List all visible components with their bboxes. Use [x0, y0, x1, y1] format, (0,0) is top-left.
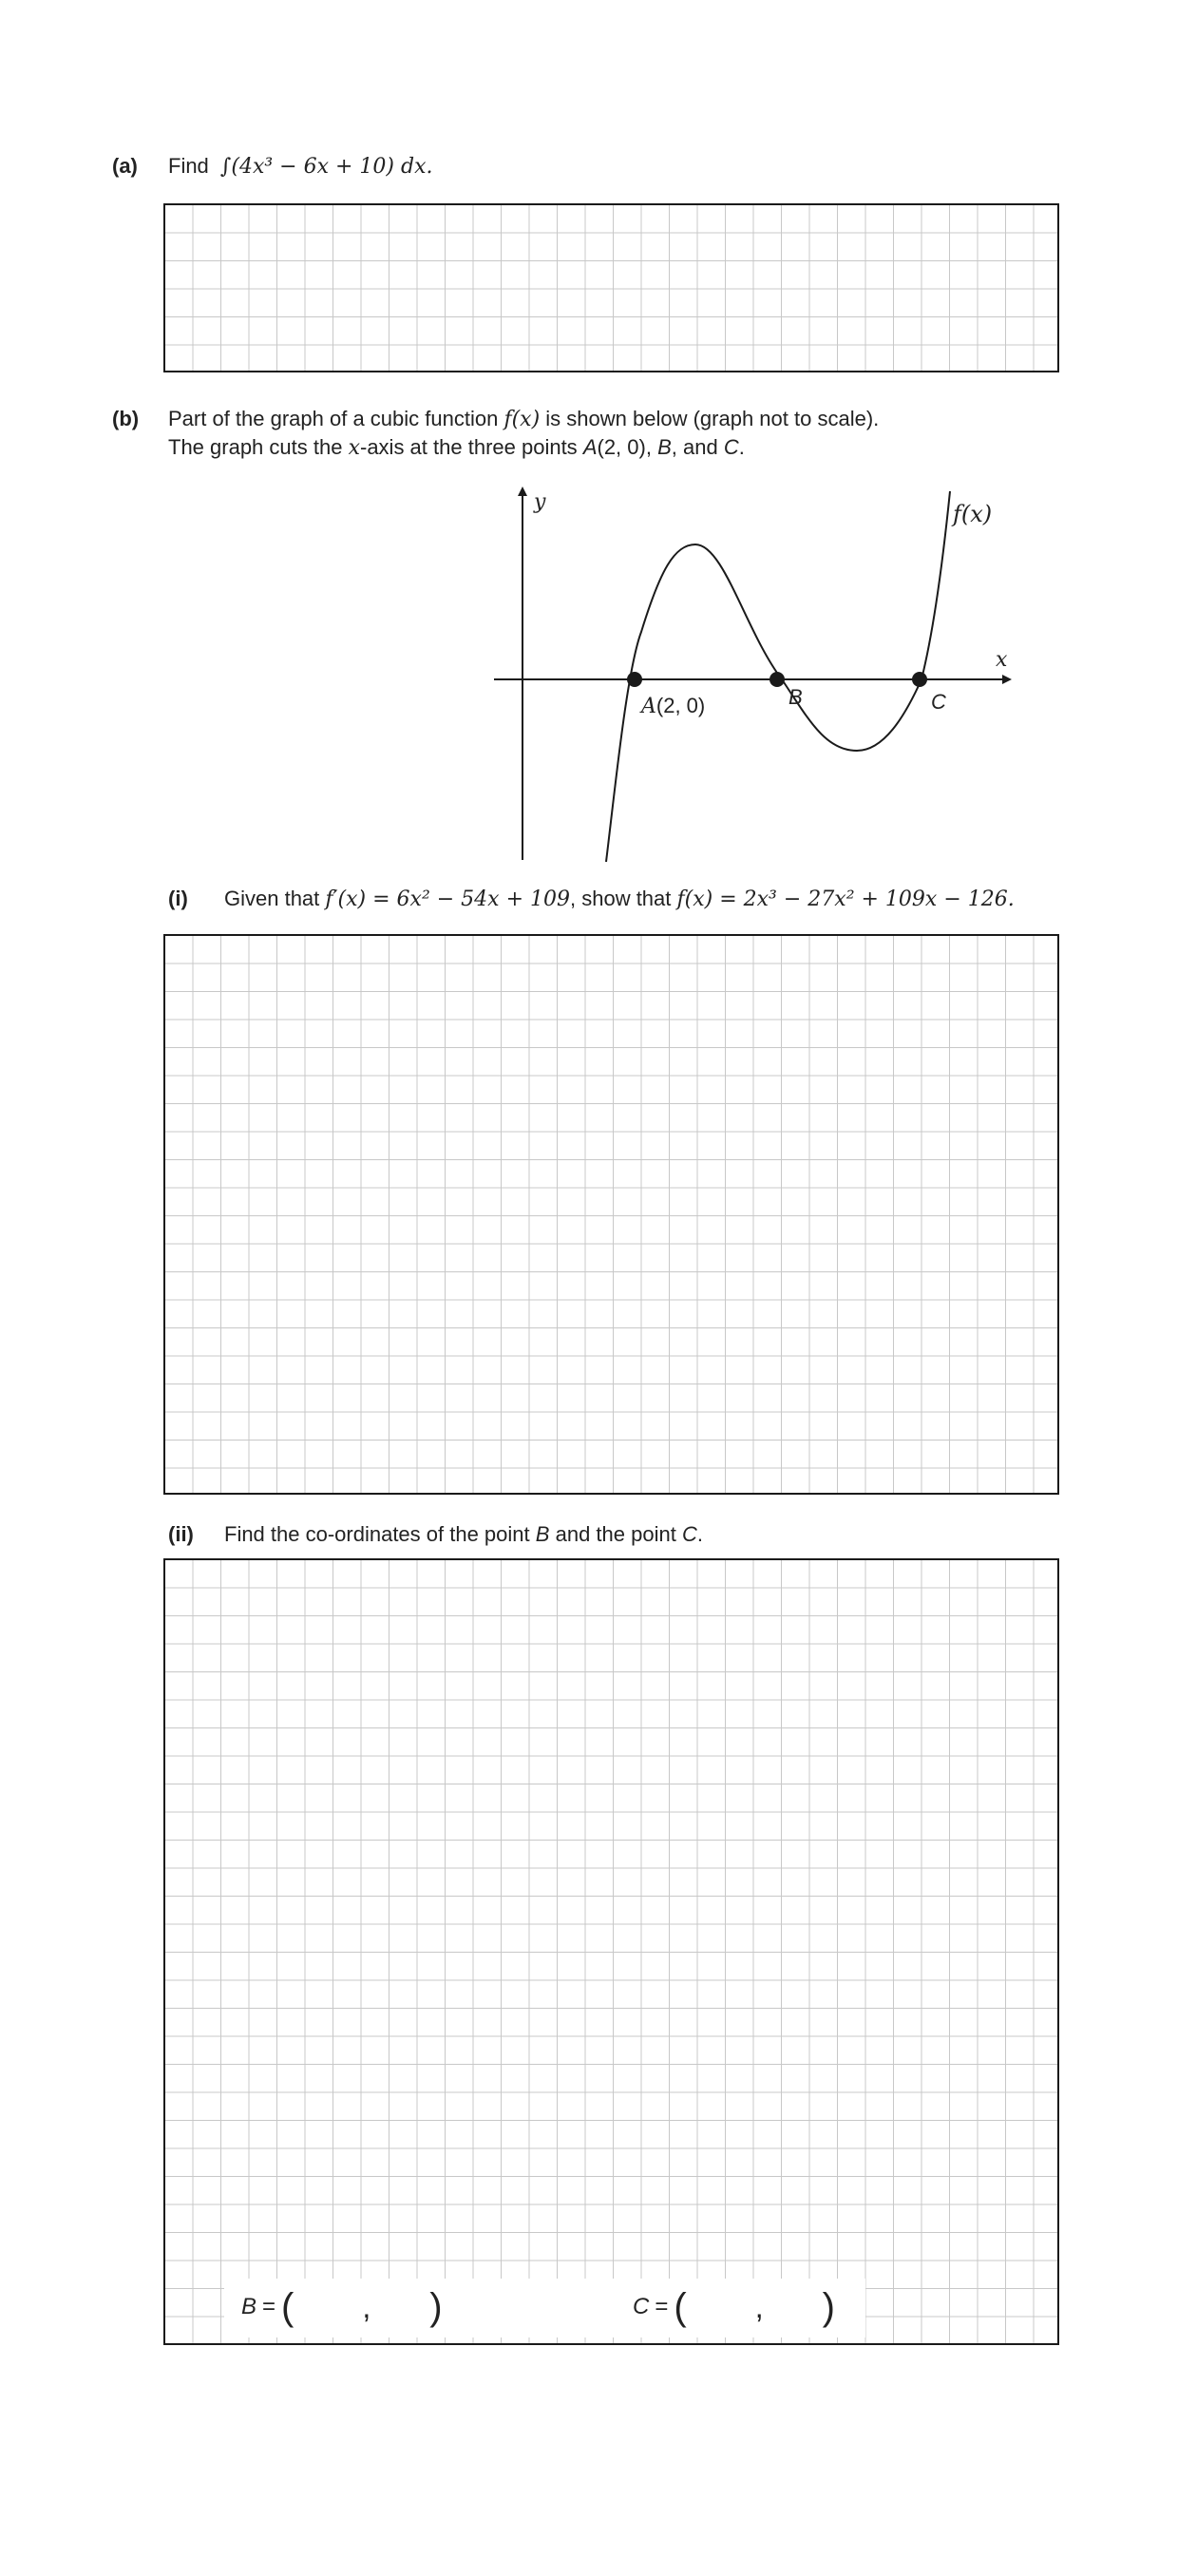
part-ii-b: B: [535, 1522, 550, 1546]
answer-box-a[interactable]: [163, 203, 1059, 372]
part-ii-text-b: and the point: [555, 1522, 676, 1546]
part-ii-question: Find the co-ordinates of the point B and…: [224, 1522, 703, 1547]
part-i-text-a: Given that: [224, 887, 320, 910]
part-b-point-a-coords: (2, 0),: [597, 435, 652, 459]
part-b-end: .: [738, 435, 745, 459]
part-i-question: Given that f′(x) = 6x² − 54x + 109, show…: [224, 887, 1015, 911]
answer-box-i[interactable]: [163, 934, 1059, 1495]
answer-c-comma: ,: [754, 2289, 764, 2324]
answer-c-equals: =: [655, 2294, 669, 2319]
answer-b-open-paren: (: [281, 2285, 294, 2328]
point-a-coords: (2, 0): [656, 694, 705, 717]
part-i-label: (i): [168, 887, 188, 910]
part-b-line1-b: is shown below (graph not to scale).: [545, 407, 880, 430]
answer-b-equals: =: [262, 2294, 276, 2319]
part-ii-c: C: [681, 1522, 697, 1546]
final-answer-strip: [224, 2279, 865, 2337]
answer-c-label: C: [633, 2294, 650, 2319]
part-b-line2: The graph cuts the x-axis at the three p…: [168, 435, 745, 460]
part-ii-text-a: Find the co-ordinates of the point: [224, 1522, 530, 1546]
x-axis-label: x: [996, 648, 1008, 672]
answer-b-x-field[interactable]: [299, 2288, 356, 2326]
answer-b-y-field[interactable]: [376, 2288, 424, 2326]
part-b-point-b: B: [657, 435, 672, 459]
part-a-question: Find ∫(4x³ − 6x + 10) dx.: [168, 154, 433, 179]
point-c-label: C: [931, 690, 946, 714]
point-a-dot: [627, 672, 642, 687]
point-c-dot: [912, 672, 927, 687]
part-b-line1-a: Part of the graph of a cubic function: [168, 407, 499, 430]
part-b-and: , and: [671, 435, 718, 459]
cubic-graph: y x f(x) A(2, 0) B C: [494, 487, 1012, 863]
y-axis-label: y: [533, 490, 546, 514]
answer-b: B = ( , ): [241, 2280, 443, 2334]
part-i-derivative: f′(x) = 6x² − 54x + 109: [325, 887, 570, 911]
answer-b-label: B: [241, 2294, 257, 2319]
part-i-function: f(x) = 2x³ − 27x² + 109x − 126.: [676, 887, 1015, 911]
answer-c-open-paren: (: [674, 2285, 687, 2328]
answer-c-y-field[interactable]: [770, 2288, 817, 2326]
answer-c: C = ( , ): [633, 2280, 835, 2334]
answer-b-comma: ,: [362, 2289, 371, 2324]
part-ii-label: (ii): [168, 1522, 194, 1546]
answer-c-x-field[interactable]: [693, 2288, 750, 2326]
part-b-line2-b: -axis at the three points: [360, 435, 578, 459]
part-a-integral: ∫(4x³ − 6x + 10) dx.: [219, 155, 433, 179]
part-a-label: (a): [112, 154, 138, 178]
curve-label: f(x): [951, 501, 992, 527]
part-ii-end: .: [696, 1522, 703, 1546]
part-b-label: (b): [112, 407, 140, 430]
part-b-x: x: [348, 436, 360, 460]
answer-b-close-paren: ): [429, 2285, 443, 2328]
part-a-prefix: Find: [168, 154, 209, 178]
answer-box-ii[interactable]: [163, 1558, 1059, 2345]
point-b-dot: [770, 672, 785, 687]
part-b-point-c: C: [723, 435, 739, 459]
part-b-point-a: A: [582, 435, 598, 459]
point-a-label: A(2, 0): [639, 694, 705, 718]
part-b-fx: f(x): [504, 408, 541, 431]
part-b-line2-a: The graph cuts the: [168, 435, 343, 459]
answer-c-close-paren: ): [822, 2285, 835, 2328]
part-b-line1: Part of the graph of a cubic function f(…: [168, 407, 879, 431]
part-i-text-b: , show that: [570, 887, 672, 910]
point-a-letter: A: [639, 695, 656, 718]
point-b-label: B: [788, 685, 803, 709]
